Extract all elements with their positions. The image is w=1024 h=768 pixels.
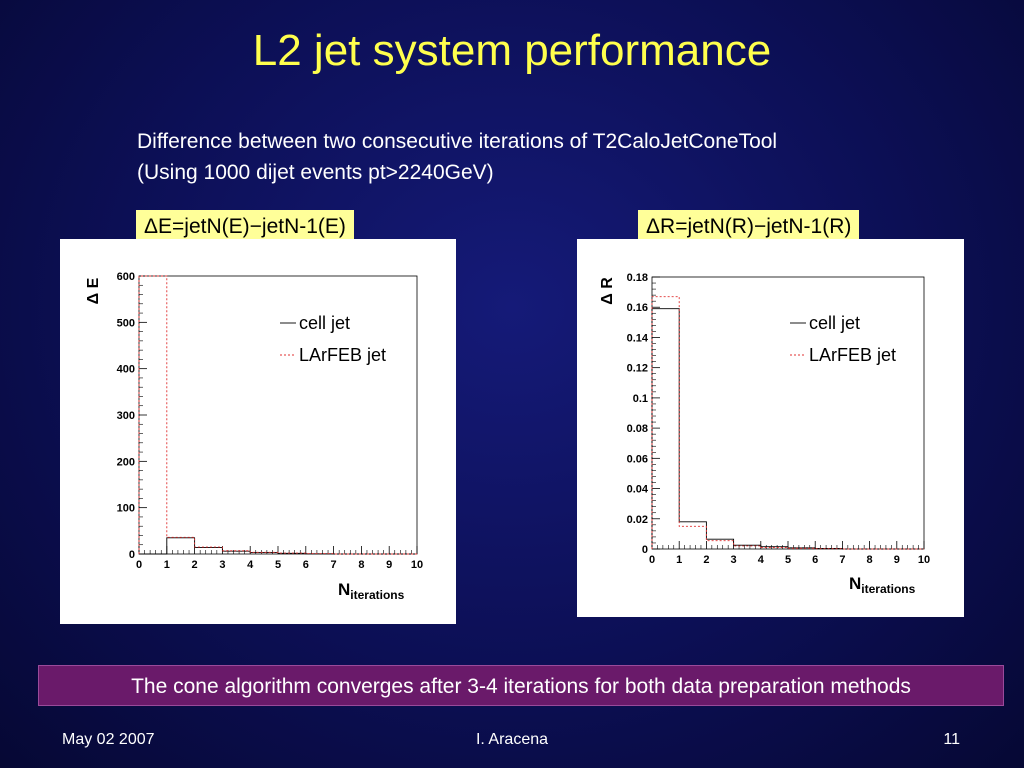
x-tick-label: 10 [918, 554, 930, 566]
x-tick-label: 10 [411, 559, 423, 571]
y-tick-label: 0.1 [633, 393, 648, 405]
x-axis-label: Niterations [338, 580, 405, 602]
x-tick-label: 7 [331, 559, 337, 571]
y-tick-label: 100 [117, 503, 135, 515]
y-tick-label: 0.08 [627, 423, 648, 435]
x-axis-label-main: N [849, 574, 861, 593]
footer-author: I. Aracena [475, 731, 549, 748]
x-tick-label: 3 [219, 559, 225, 571]
x-tick-label: 4 [758, 554, 765, 566]
delta-e-plot: 0 100 200 300 400 500 600 0 1 2 3 4 5 6 7 8 9 10 cell jet L… [60, 239, 456, 624]
x-axis-label-sub: iterations [350, 588, 404, 602]
subtitle-line-1: Difference between two consecutive itera… [137, 130, 778, 153]
y-axis-label: Δ R [599, 277, 616, 305]
x-axis-label-main: N [338, 580, 350, 599]
y-tick-label: 0.12 [627, 363, 648, 375]
delta-r-chart: 0 0.02 0.04 0.06 0.08 0.1 0.12 0.14 0.16 0.18 0 1 2 3… [599, 272, 930, 596]
x-tick-label: 9 [386, 559, 392, 571]
x-axis-label-sub: iterations [861, 582, 915, 596]
y-tick-label: 0.16 [627, 302, 648, 314]
x-tick-label: 0 [136, 559, 142, 571]
slide-title: L2 jet system performance [252, 26, 772, 75]
x-tick-label: 9 [894, 554, 900, 566]
footer-date: May 02 2007 [62, 731, 155, 748]
y-tick-label: 0 [129, 549, 135, 561]
y-axis-label: Δ E [85, 277, 102, 304]
y-tick-label: 200 [117, 456, 135, 468]
plot-frame [651, 276, 925, 550]
x-tick-label: 6 [812, 554, 818, 566]
x-tick-label: 7 [839, 554, 845, 566]
y-tick-label: 0.02 [627, 514, 648, 526]
legend-larfeb-label: LArFEB jet [809, 345, 896, 365]
slide-subtitle: Difference between two consecutive itera… [137, 126, 777, 188]
larfeb-jet-histogram [651, 296, 924, 550]
delta-r-plot: 0 0.02 0.04 0.06 0.08 0.1 0.12 0.14 0.16 0.18 0 1 2 3… [577, 239, 964, 617]
x-tick-label: 2 [703, 554, 709, 566]
legend-larfeb-label: LArFEB jet [299, 345, 386, 365]
x-tick-label: 5 [275, 559, 281, 571]
legend-cell-label: cell jet [809, 313, 860, 333]
x-tick-label: 5 [785, 554, 791, 566]
x-tick-label: 6 [303, 559, 309, 571]
y-tick-label: 500 [117, 317, 135, 329]
conclusion-banner: The cone algorithm converges after 3-4 i… [38, 665, 1004, 706]
x-tick-label: 4 [247, 559, 254, 571]
y-tick-label: 300 [117, 410, 135, 422]
legend-cell-label: cell jet [299, 313, 350, 333]
x-tick-label: 8 [867, 554, 873, 566]
y-tick-label: 0.18 [627, 272, 648, 284]
y-tick-label: 0 [642, 544, 648, 556]
y-tick-label: 0.06 [627, 453, 648, 465]
subtitle-line-2: (Using 1000 dijet events pt>2240GeV) [137, 161, 494, 184]
x-tick-label: 0 [649, 554, 655, 566]
y-tick-label: 600 [117, 271, 135, 283]
delta-r-label: ΔR=jetN(R)−jetN-1(R) [638, 210, 860, 244]
x-axis-label: Niterations [849, 574, 916, 596]
cell-jet-histogram [139, 537, 417, 555]
delta-e-label: ΔE=jetN(E)−jetN-1(E) [136, 210, 354, 244]
y-tick-label: 0.14 [627, 332, 649, 344]
x-tick-label: 1 [164, 559, 170, 571]
x-tick-label: 8 [358, 559, 364, 571]
x-tick-label: 1 [676, 554, 682, 566]
larfeb-jet-histogram [138, 275, 417, 555]
footer-page-number: 11 [943, 731, 960, 748]
x-tick-label: 3 [731, 554, 737, 566]
delta-e-chart: 0 100 200 300 400 500 600 0 1 2 3 4 5 6 7 8 9 10 cell jet L… [85, 271, 423, 602]
x-tick-label: 2 [192, 559, 198, 571]
y-tick-label: 400 [117, 364, 135, 376]
plot-frame [138, 275, 418, 555]
y-tick-label: 0.04 [627, 484, 649, 496]
